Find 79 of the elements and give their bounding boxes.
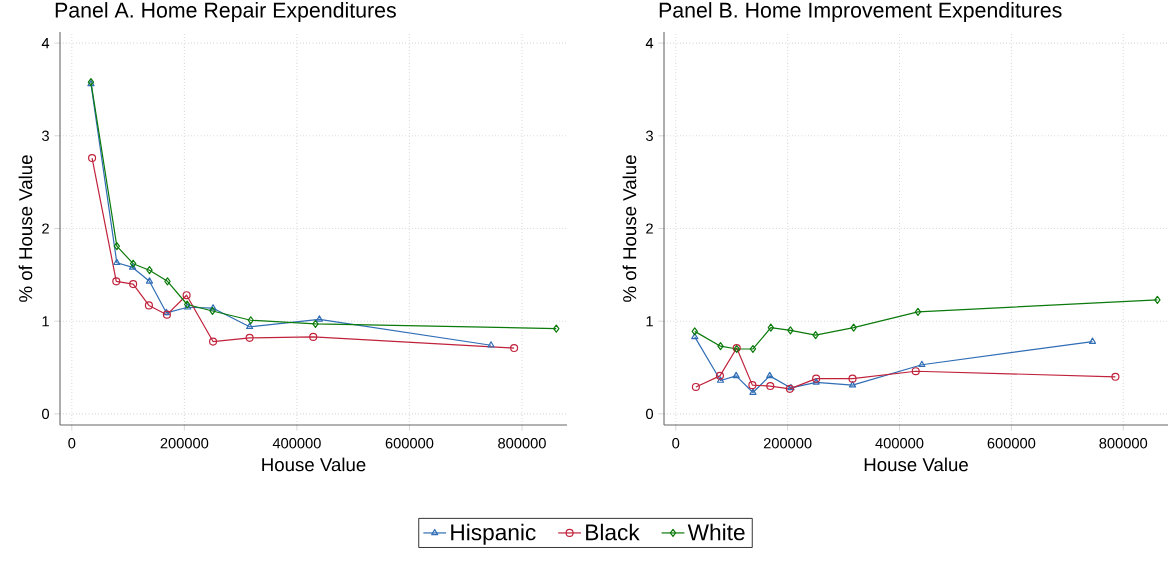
y-tick-label: 3 bbox=[646, 130, 653, 141]
point bbox=[749, 344, 757, 354]
point bbox=[309, 332, 318, 341]
point bbox=[911, 367, 920, 376]
x-tick-label: 400000 bbox=[272, 438, 321, 449]
point bbox=[850, 323, 857, 332]
point bbox=[732, 371, 740, 379]
y-tick-label: 1 bbox=[646, 316, 653, 327]
point bbox=[164, 277, 171, 286]
point bbox=[766, 381, 775, 391]
point bbox=[812, 331, 819, 340]
x-tick-label: 0 bbox=[68, 438, 76, 449]
point bbox=[766, 371, 774, 379]
point bbox=[717, 342, 724, 351]
point bbox=[209, 306, 216, 316]
x-tick-label: 200000 bbox=[160, 438, 209, 449]
point bbox=[315, 315, 324, 322]
legend-label: Black bbox=[586, 523, 640, 541]
point bbox=[247, 316, 254, 325]
chart-title: Panel A. Home Repair Expenditures bbox=[55, 2, 396, 22]
y-tick-label: 2 bbox=[42, 223, 49, 234]
y-tick-label: 3 bbox=[42, 130, 49, 141]
x-axis-title: House Value bbox=[864, 457, 968, 472]
point bbox=[209, 337, 218, 346]
point bbox=[691, 327, 698, 336]
x-tick-label: 600000 bbox=[987, 438, 1036, 449]
point bbox=[1088, 337, 1097, 344]
point bbox=[129, 259, 137, 268]
point bbox=[113, 258, 121, 266]
point bbox=[146, 266, 153, 275]
y-tick-label: 1 bbox=[42, 316, 49, 327]
chart-title: Panel B. Home Improvement Expenditures bbox=[659, 2, 1062, 22]
x-tick-label: 800000 bbox=[498, 438, 546, 449]
point bbox=[748, 381, 757, 390]
point bbox=[1154, 295, 1161, 304]
point bbox=[209, 304, 217, 311]
y-tick-label: 4 bbox=[645, 38, 654, 49]
x-tick-label: 600000 bbox=[385, 438, 434, 449]
point bbox=[691, 382, 700, 392]
point bbox=[914, 307, 922, 316]
point bbox=[1111, 372, 1120, 381]
point bbox=[767, 323, 775, 332]
point bbox=[129, 280, 138, 289]
point bbox=[144, 301, 153, 310]
point bbox=[812, 378, 820, 385]
point bbox=[715, 371, 725, 380]
point bbox=[716, 376, 725, 383]
y-axis-title: % of House Value bbox=[622, 155, 637, 302]
y-tick-label: 0 bbox=[42, 408, 50, 420]
x-axis-title: House Value bbox=[262, 457, 366, 472]
point bbox=[918, 360, 926, 368]
point bbox=[487, 341, 495, 348]
point bbox=[812, 374, 821, 383]
point bbox=[245, 333, 254, 342]
point bbox=[246, 322, 254, 330]
y-tick-label: 4 bbox=[41, 38, 50, 49]
point bbox=[312, 319, 319, 329]
point bbox=[553, 324, 560, 333]
x-tick-label: 800000 bbox=[1099, 438, 1148, 449]
y-tick-label: 0 bbox=[646, 408, 654, 420]
point bbox=[129, 263, 137, 270]
point bbox=[848, 381, 857, 388]
point bbox=[145, 277, 154, 284]
point bbox=[112, 277, 121, 286]
point bbox=[749, 388, 757, 395]
legend-label: White bbox=[687, 523, 745, 541]
y-axis-title: % of House Value bbox=[18, 155, 33, 302]
point bbox=[691, 332, 699, 340]
x-tick-label: 0 bbox=[672, 438, 680, 449]
point bbox=[510, 343, 519, 353]
point bbox=[88, 153, 97, 163]
point bbox=[182, 291, 191, 300]
x-tick-label: 400000 bbox=[875, 438, 924, 449]
point bbox=[787, 326, 794, 335]
point bbox=[113, 242, 121, 251]
x-tick-label: 200000 bbox=[763, 438, 812, 449]
point bbox=[848, 374, 857, 383]
legend-label: Hispanic bbox=[451, 523, 536, 545]
y-tick-label: 2 bbox=[646, 223, 653, 234]
